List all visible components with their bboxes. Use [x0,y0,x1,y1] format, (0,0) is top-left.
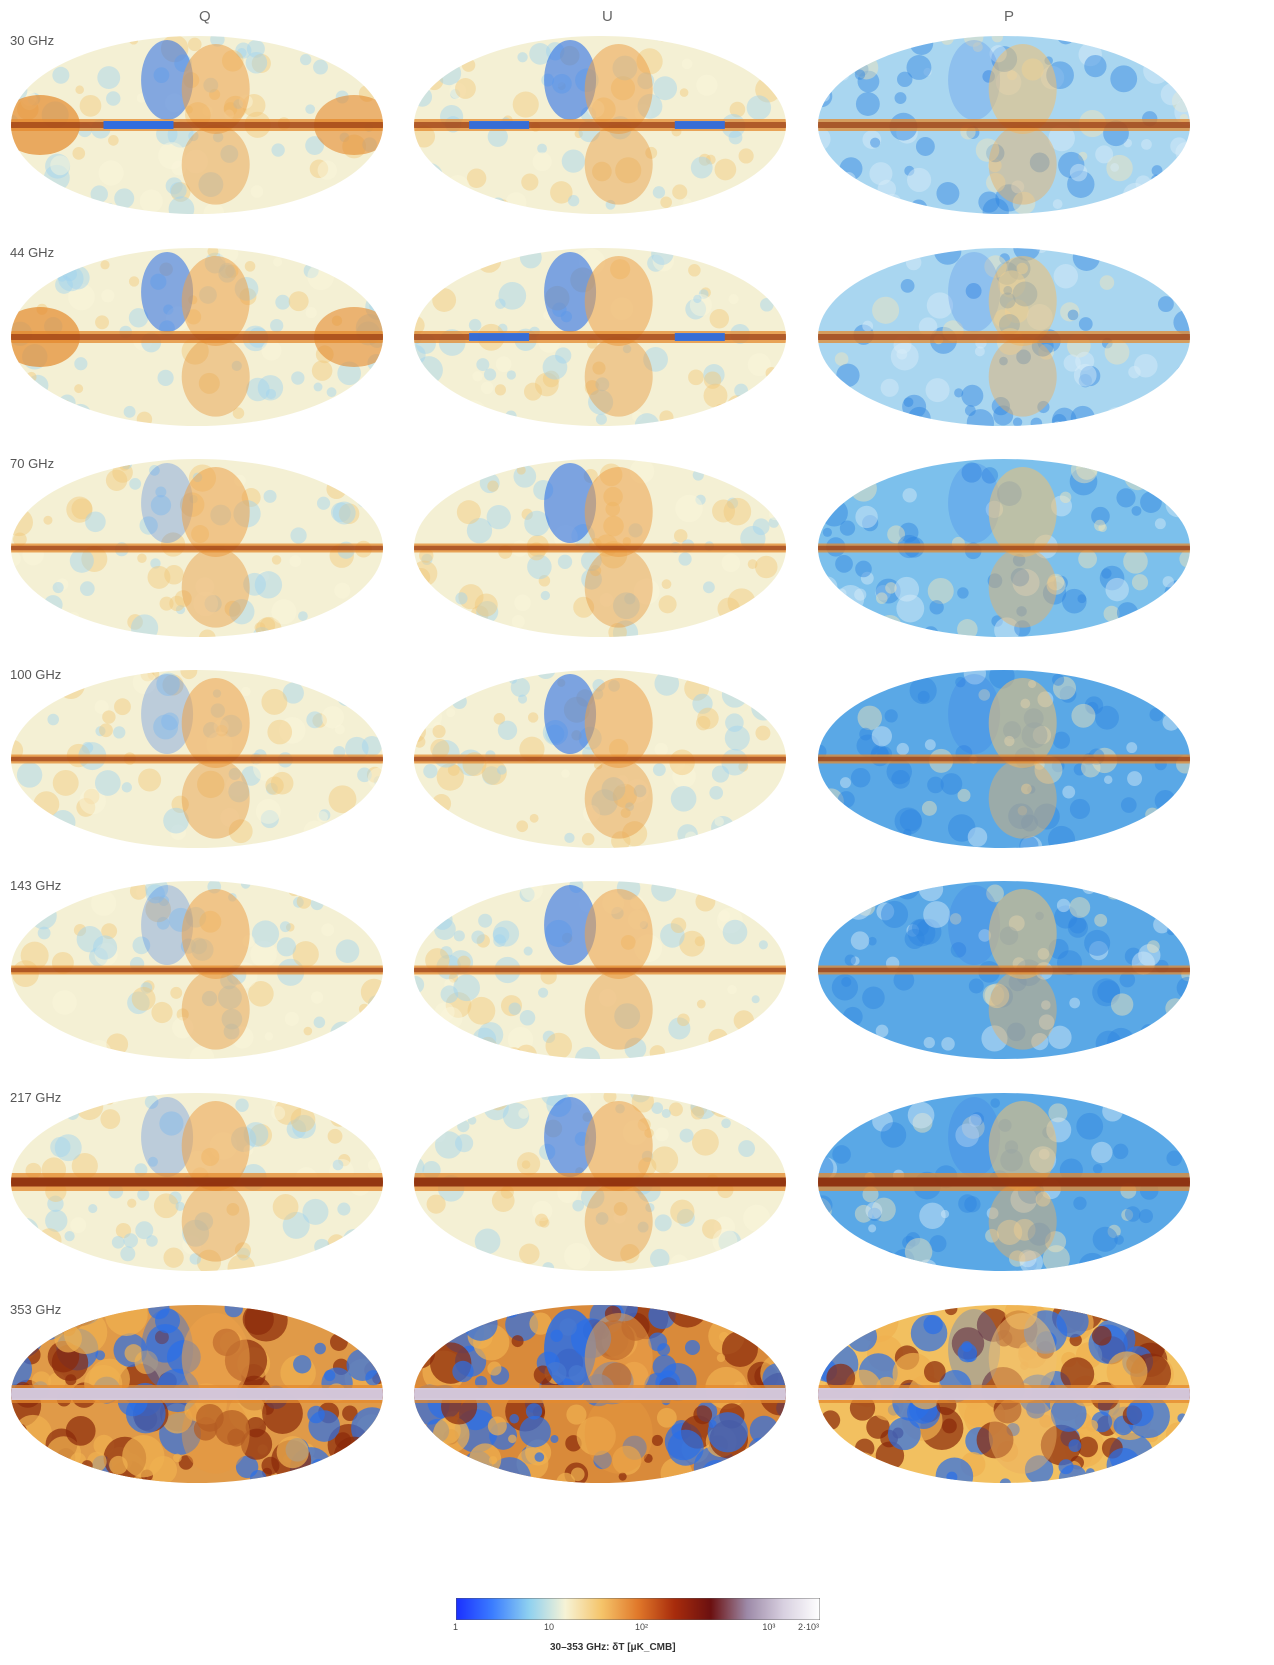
column-header-q: Q [199,8,211,25]
sky-map-p-217ghz [818,1093,1190,1271]
frequency-label: 70 GHz [10,456,55,471]
sky-map-q-353ghz [11,1305,383,1483]
sky-map-p-353ghz [818,1305,1190,1483]
sky-map-p-30ghz [818,36,1190,214]
sky-map-q-100ghz [11,670,383,848]
colorbar-tick-label: 10³ [762,1622,776,1632]
sky-map-u-143ghz [414,881,786,1059]
sky-map-u-30ghz [414,36,786,214]
sky-map-u-100ghz [414,670,786,848]
sky-map-u-353ghz [414,1305,786,1483]
colorbar-tick-label: 1 [453,1622,459,1632]
frequency-label: 353 GHz [10,1302,62,1317]
sky-map-q-44ghz [11,248,383,426]
column-header-p: P [1004,8,1015,25]
sky-map-q-30ghz [11,36,383,214]
colorbar-tick-label: 10 [544,1622,555,1632]
colorbar-tick-label: 10² [635,1622,649,1632]
sky-map-u-217ghz [414,1093,786,1271]
frequency-label: 30 GHz [10,33,55,48]
colorbar [456,1598,820,1620]
sky-map-u-70ghz [414,459,786,637]
frequency-label: 143 GHz [10,878,62,893]
frequency-label: 100 GHz [10,667,62,682]
colorbar-tick-label: 2·10³ [798,1622,820,1632]
sky-map-p-143ghz [818,881,1190,1059]
frequency-label: 44 GHz [10,245,55,260]
sky-map-q-217ghz [11,1093,383,1271]
colorbar-title: 30–353 GHz: δT [μK_CMB] [550,1642,676,1653]
sky-map-q-143ghz [11,881,383,1059]
sky-map-u-44ghz [414,248,786,426]
sky-map-p-44ghz [818,248,1190,426]
sky-map-p-70ghz [818,459,1190,637]
frequency-label: 217 GHz [10,1090,62,1105]
sky-map-p-100ghz [818,670,1190,848]
sky-map-q-70ghz [11,459,383,637]
column-header-u: U [602,8,613,25]
